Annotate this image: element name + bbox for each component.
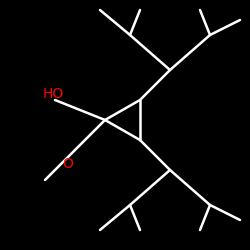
Text: HO: HO: [42, 87, 64, 101]
Text: O: O: [62, 157, 73, 171]
